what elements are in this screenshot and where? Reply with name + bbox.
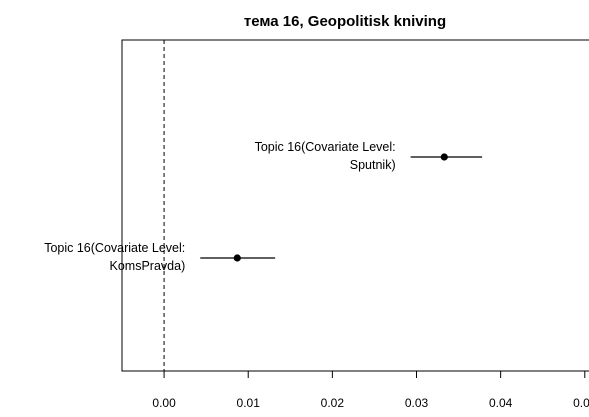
point-label: Topic 16(Covariate Level: <box>255 140 396 154</box>
point-estimate <box>440 153 448 161</box>
x-tick-label: 0.00 <box>152 396 176 410</box>
x-tick-label: 0.05 <box>573 396 589 410</box>
point-label: Topic 16(Covariate Level: <box>44 241 185 255</box>
chart-title: тема 16, Geopolitisk kniving <box>244 13 446 30</box>
x-tick-label: 0.04 <box>489 396 513 410</box>
x-tick-label: 0.01 <box>237 396 261 410</box>
x-tick-label: 0.02 <box>321 396 345 410</box>
point-estimate <box>233 254 241 262</box>
x-tick-label: 0.03 <box>405 396 429 410</box>
plot-frame <box>121 39 589 372</box>
point-label: KomsPravda) <box>110 259 186 273</box>
point-label: Sputnik) <box>350 158 396 172</box>
plot-area: 0.00 0.01 0.02 0.03 0.04 0.05 Topic 16(Covaria… <box>44 39 589 410</box>
